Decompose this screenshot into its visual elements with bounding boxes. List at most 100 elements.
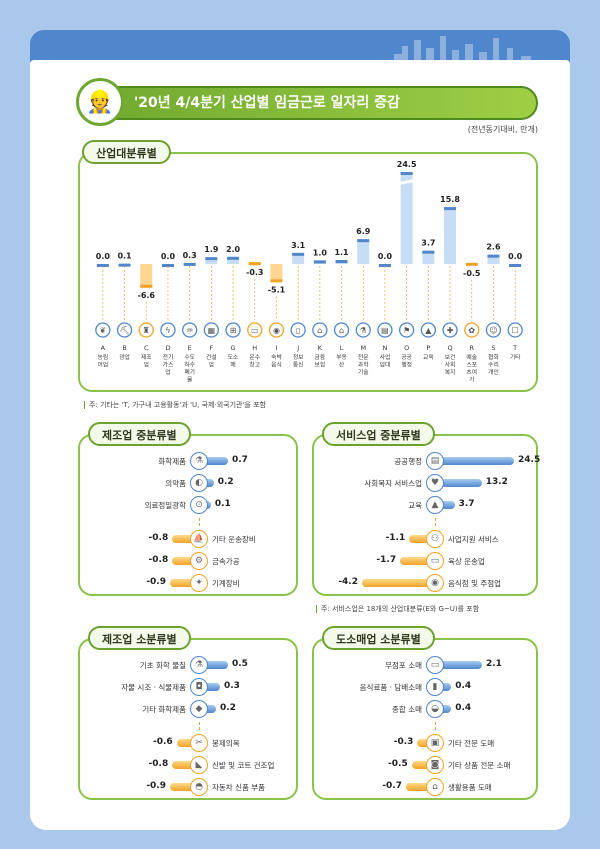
school-icon [420, 322, 437, 338]
bar-4 [411, 761, 432, 769]
bar-S [487, 254, 500, 264]
row-2: ▲ 교육 3.7 [318, 496, 532, 514]
document-icon: ▤ [426, 452, 444, 470]
bar-cap-O [400, 172, 413, 175]
row-3: ▣ 기타 전문 도매 -0.3 [318, 734, 532, 752]
drop-icon: ◆ [190, 700, 208, 718]
bar-cap-G [227, 256, 240, 260]
category-label-A-0: 농림 [98, 353, 109, 361]
icon-glyph-I: ◉ [273, 326, 280, 335]
bar-cap-I [270, 279, 283, 283]
category-code-S: S [491, 344, 495, 352]
bar-G [227, 256, 240, 264]
category-label-J-1: 통신 [293, 361, 304, 369]
category-label-A-1: 어업 [98, 361, 109, 369]
category-code-I: I [275, 344, 277, 352]
icon-glyph-D: ϟ [165, 326, 170, 335]
bar-4 [172, 761, 196, 769]
bar-cap-M [357, 239, 370, 243]
bar-1 [438, 479, 482, 487]
bag-icon: ◙ [426, 756, 444, 774]
bar-0 [438, 661, 482, 669]
icon-glyph-B: ⛏ [119, 326, 129, 335]
row-0: ⚗ 기초 화학 물질 0.5 [86, 656, 292, 674]
value-label: 0.7 [232, 455, 248, 465]
briefcase-icon [377, 322, 393, 338]
bar-5 [362, 579, 432, 587]
industry-bar-chart: 0.0❦A농림어업0.1⛏B광업-6.6♜C제조업0.0ϟD전기가스업0.3♒E… [95, 160, 523, 384]
category-label: 무점포 소매 [385, 661, 422, 670]
pill-bottle-icon: ◘ [190, 678, 208, 696]
value-label-K: 1.0 [313, 248, 328, 257]
icon-glyph-P: ▲ [425, 326, 432, 335]
category-code-M: M [360, 344, 366, 352]
dish-icon [268, 322, 285, 338]
value-label: 0.3 [224, 681, 240, 691]
row-2: ⊙ 의료정밀광학 0.1 [86, 496, 292, 514]
category-label-N-1: 임대 [380, 361, 391, 369]
category-label-E-3: 물 [187, 377, 193, 384]
category-label-D-0: 전기 [163, 353, 174, 361]
category-label: 기타 상품 전문 소매 [448, 761, 511, 770]
icon-glyph-F: ▦ [208, 326, 216, 335]
category-label: 음식료품 · 담배소매 [359, 683, 422, 692]
dish-icon: ◉ [426, 574, 444, 592]
mine-icon [116, 322, 133, 338]
icon-glyph-E: ♒ [186, 326, 193, 335]
value-label: 0.1 [214, 499, 231, 509]
people-icon [485, 322, 502, 338]
category-label-R-2: 츠여 [466, 368, 477, 376]
row-1: ♥ 사회복지 서비스업 13.2 [318, 474, 532, 492]
bar-cap-Q [444, 207, 457, 211]
svc-mid-chart: ▤ 공공행정 24.5 ♥ 사회복지 서비스업 13.2 ▲ 교육 3.7 ⚇ 사업지원 서비스 -1… [318, 452, 540, 602]
value-label: -0.8 [148, 759, 169, 769]
category-label-R-0: 예술 [466, 353, 477, 361]
bar-3 [417, 739, 432, 747]
bar-cap-A [96, 264, 109, 267]
category-label-F-1: 업 [209, 361, 214, 369]
icon-glyph-J: ▯ [296, 326, 300, 335]
divider-line [435, 722, 436, 730]
svc-note: 주: 서비스업은 18개의 산업대분류(E와 G~U)를 포함 [316, 604, 479, 614]
bar-2 [438, 705, 452, 713]
mfg-mid-panel-title: 제조업 중분류별 [88, 422, 191, 446]
category-label: 육상 운송업 [448, 557, 485, 566]
row-5: ◉ 음식점 및 주점업 -4.2 [318, 574, 532, 592]
bar-M [357, 239, 370, 264]
category-label-E-0: 수도 [184, 354, 195, 361]
value-label-N: 0.0 [378, 252, 393, 261]
handshake-icon: ⚇ [426, 530, 444, 548]
category-label-M-2: 기술 [358, 368, 369, 376]
retail-small-chart: ▭ 무점포 소매 2.1 ▮ 음식료품 · 담배소매 0.4 ◒ 종합 소매 0.4 ▣ 기타 전문… [318, 656, 532, 806]
icon-glyph-R: ✿ [468, 326, 475, 335]
value-label-A: 0.0 [96, 252, 111, 261]
value-label-O: 24.5 [397, 160, 417, 169]
category-code-N: N [383, 344, 388, 352]
bar-2 [438, 501, 455, 509]
divider-line [435, 518, 436, 526]
value-label-F: 1.9 [204, 245, 219, 254]
bar-cap-K [313, 260, 326, 264]
unit-note: (전년동기대비, 만개) [467, 125, 538, 134]
category-label-J-0: 정보 [293, 354, 304, 361]
category-label: 종합 소매 [392, 705, 422, 714]
bar-F [205, 257, 218, 264]
category-label-O-0: 공공 [401, 354, 412, 361]
axis-break-O [399, 179, 414, 185]
government-icon [398, 322, 415, 338]
value-label: -4.2 [338, 577, 358, 587]
value-label: 3.7 [458, 499, 475, 509]
industry-panel-title: 산업대분류별 [82, 140, 171, 164]
row-0: ⚗ 화학제품 0.7 [86, 452, 292, 470]
category-label-Q-2: 복지 [445, 368, 456, 376]
building-icon [203, 322, 220, 338]
icon-glyph-H: ▭ [251, 326, 259, 335]
page-title: '20년 4/4분기 산업별 임금근로 일자리 증감 [134, 95, 400, 111]
value-label-E: 0.3 [183, 251, 197, 260]
pill-icon: ◐ [190, 474, 208, 492]
cart-icon [225, 322, 241, 338]
phone-other-icon [507, 322, 523, 338]
category-label: 교육 [408, 501, 422, 510]
category-label-K-1: 보험 [315, 362, 326, 369]
category-label-E-2: 폐기 [184, 368, 195, 376]
